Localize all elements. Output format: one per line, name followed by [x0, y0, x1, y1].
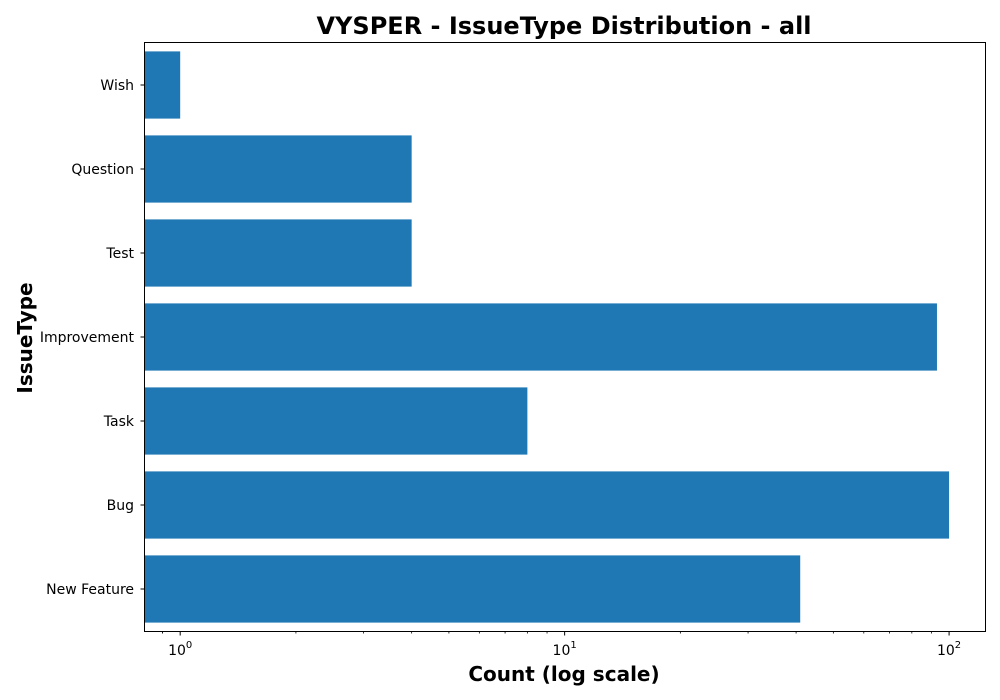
- x-tick-label-10: 101: [553, 640, 577, 659]
- y-tick-label-task: Task: [103, 414, 135, 430]
- y-tick-label-bug: Bug: [107, 498, 134, 514]
- y-tick-label-question: Question: [71, 162, 134, 178]
- bar-bug: [145, 471, 950, 539]
- bar-question: [145, 135, 412, 203]
- bar-task: [145, 387, 528, 455]
- x-axis-ticks: 100 101 102: [162, 631, 961, 659]
- y-tick-label-test: Test: [105, 246, 134, 262]
- y-tick-label-new-feature: New Feature: [46, 582, 134, 598]
- y-axis-label: IssueType: [13, 282, 37, 393]
- x-tick-label-100: 102: [937, 640, 961, 659]
- x-tick-label-1: 100: [168, 640, 192, 659]
- bar-improvement: [145, 303, 937, 371]
- y-axis-ticks: New Feature Bug Task Improvement Test Questio…: [40, 78, 145, 598]
- plot-area-frame: [144, 42, 986, 632]
- bar-wish: [145, 51, 181, 119]
- chart-title: VYSPER - IssueType Distribution - all: [316, 12, 811, 40]
- y-tick-label-wish: Wish: [100, 78, 134, 94]
- y-tick-label-improvement: Improvement: [40, 330, 135, 346]
- bars: [145, 51, 950, 623]
- bar-new-feature: [145, 555, 801, 623]
- x-axis-label: Count (log scale): [468, 662, 659, 686]
- bar-test: [145, 219, 412, 287]
